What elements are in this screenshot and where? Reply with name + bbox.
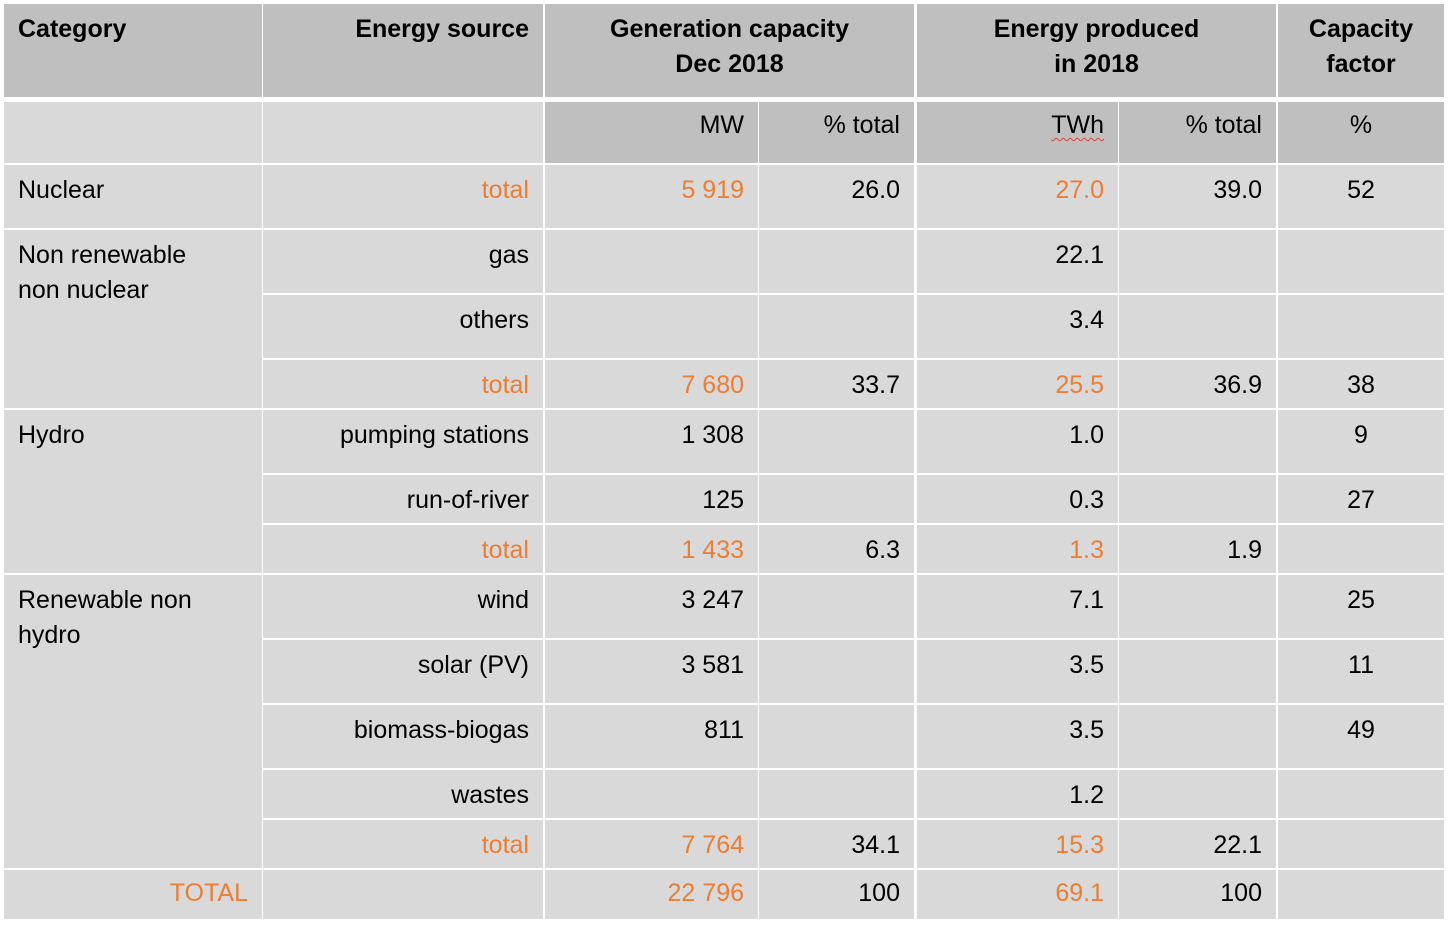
row-10-source: biomass-biogas: [263, 705, 543, 768]
category-non-renewable: Non renewable non nuclear: [4, 230, 262, 408]
row-12-capacity-factor: [1278, 820, 1444, 868]
row-9-energy-pct: [1119, 640, 1276, 703]
row-5-twh: 1.0: [917, 410, 1118, 473]
energy-table: Category Energy source Generation capaci…: [4, 4, 1444, 919]
row-3-source: others: [263, 295, 543, 358]
row-1-source: total: [263, 165, 543, 228]
row-12-mw: 7 764: [545, 820, 758, 868]
row-11-capacity-factor: [1278, 770, 1444, 818]
row-7-capacity-pct: 6.3: [759, 525, 914, 573]
row-1-energy-pct: 39.0: [1119, 165, 1276, 228]
row-4-capacity-pct: 33.7: [759, 360, 914, 408]
row-1-capacity-pct: 26.0: [759, 165, 914, 228]
row-7-source: total: [263, 525, 543, 573]
row-12-capacity-pct: 34.1: [759, 820, 914, 868]
row-5-capacity-factor: 9: [1278, 410, 1444, 473]
row-3-energy-pct: [1119, 295, 1276, 358]
row-8-capacity-factor: 25: [1278, 575, 1444, 638]
header-capacity-factor: Capacity factor: [1278, 4, 1444, 97]
row-2-capacity-pct: [759, 230, 914, 293]
row-7-energy-pct: 1.9: [1119, 525, 1276, 573]
row-8-energy-pct: [1119, 575, 1276, 638]
subheader-blank-category: [4, 102, 262, 163]
row-7-mw: 1 433: [545, 525, 758, 573]
row-6-mw: 125: [545, 475, 758, 523]
row-4-mw: 7 680: [545, 360, 758, 408]
header-generation-capacity: Generation capacity Dec 2018: [545, 4, 914, 97]
row-6-source: run-of-river: [263, 475, 543, 523]
row-11-source: wastes: [263, 770, 543, 818]
row-9-source: solar (PV): [263, 640, 543, 703]
unit-energy-pct: % total: [1119, 102, 1276, 163]
row-10-capacity-pct: [759, 705, 914, 768]
grand-total-twh: 69.1: [917, 870, 1118, 919]
subheader-blank-source: [263, 102, 543, 163]
row-3-mw: [545, 295, 758, 358]
row-8-twh: 7.1: [917, 575, 1118, 638]
header-energy-source: Energy source: [263, 4, 543, 97]
row-1-mw: 5 919: [545, 165, 758, 228]
row-1-capacity-factor: 52: [1278, 165, 1444, 228]
row-9-capacity-pct: [759, 640, 914, 703]
unit-twh: TWh: [917, 102, 1118, 163]
row-6-capacity-factor: 27: [1278, 475, 1444, 523]
row-1-twh: 27.0: [917, 165, 1118, 228]
row-10-energy-pct: [1119, 705, 1276, 768]
row-11-mw: [545, 770, 758, 818]
row-9-mw: 3 581: [545, 640, 758, 703]
row-5-energy-pct: [1119, 410, 1276, 473]
row-3-twh: 3.4: [917, 295, 1118, 358]
row-9-capacity-factor: 11: [1278, 640, 1444, 703]
grand-total-capacity-pct: 100: [759, 870, 914, 919]
category-nuclear: Nuclear: [4, 165, 262, 228]
row-2-mw: [545, 230, 758, 293]
row-6-energy-pct: [1119, 475, 1276, 523]
row-8-mw: 3 247: [545, 575, 758, 638]
row-9-twh: 3.5: [917, 640, 1118, 703]
category-renewable-non-hydro: Renewable non hydro: [4, 575, 262, 868]
row-11-twh: 1.2: [917, 770, 1118, 818]
row-6-capacity-pct: [759, 475, 914, 523]
grand-total-energy-pct: 100: [1119, 870, 1276, 919]
row-11-capacity-pct: [759, 770, 914, 818]
grand-total-mw: 22 796: [545, 870, 758, 919]
row-7-capacity-factor: [1278, 525, 1444, 573]
row-2-capacity-factor: [1278, 230, 1444, 293]
row-12-twh: 15.3: [917, 820, 1118, 868]
unit-mw: MW: [545, 102, 758, 163]
unit-cf-pct: %: [1278, 102, 1444, 163]
row-10-capacity-factor: 49: [1278, 705, 1444, 768]
row-12-energy-pct: 22.1: [1119, 820, 1276, 868]
row-4-source: total: [263, 360, 543, 408]
row-4-twh: 25.5: [917, 360, 1118, 408]
row-6-twh: 0.3: [917, 475, 1118, 523]
row-3-capacity-factor: [1278, 295, 1444, 358]
category-hydro: Hydro: [4, 410, 262, 573]
row-2-source: gas: [263, 230, 543, 293]
row-2-energy-pct: [1119, 230, 1276, 293]
row-10-mw: 811: [545, 705, 758, 768]
grand-total-source-blank: [263, 870, 543, 919]
row-12-source: total: [263, 820, 543, 868]
row-11-energy-pct: [1119, 770, 1276, 818]
row-5-capacity-pct: [759, 410, 914, 473]
row-8-source: wind: [263, 575, 543, 638]
row-2-twh: 22.1: [917, 230, 1118, 293]
header-energy-produced: Energy produced in 2018: [917, 4, 1276, 97]
row-5-mw: 1 308: [545, 410, 758, 473]
row-4-capacity-factor: 38: [1278, 360, 1444, 408]
unit-capacity-pct: % total: [759, 102, 914, 163]
header-category: Category: [4, 4, 262, 97]
row-8-capacity-pct: [759, 575, 914, 638]
grand-total-label: TOTAL: [4, 870, 262, 919]
row-3-capacity-pct: [759, 295, 914, 358]
row-7-twh: 1.3: [917, 525, 1118, 573]
row-10-twh: 3.5: [917, 705, 1118, 768]
grand-total-cf: [1278, 870, 1444, 919]
row-4-energy-pct: 36.9: [1119, 360, 1276, 408]
row-5-source: pumping stations: [263, 410, 543, 473]
